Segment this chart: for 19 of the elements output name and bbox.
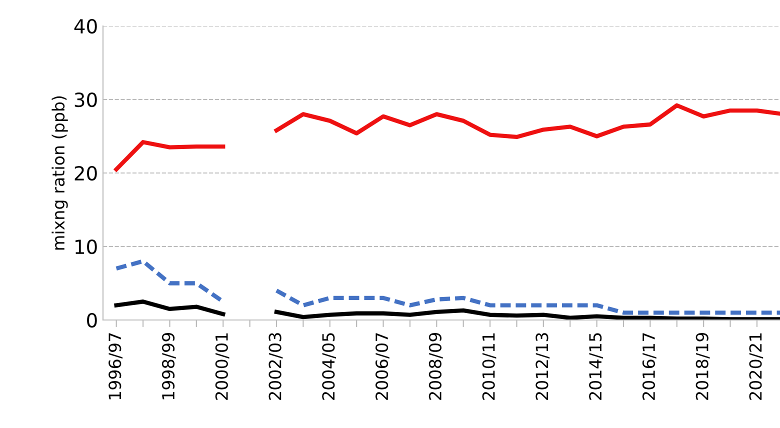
x-tick-label: 2012/13 [536,333,550,400]
x-tick-label: 2016/17 [642,333,656,400]
x-tick-label: 2002/03 [268,333,283,400]
y-tick-label: 10 [76,239,97,254]
x-tick-label: 2020/21 [749,333,764,400]
x-tick-label: 2010/11 [482,333,496,400]
x-tick-label: 1996/97 [108,333,122,400]
x-tick-label: 2018/19 [696,332,710,400]
y-tick-label: 0 [87,312,97,328]
y-tick-label: 40 [74,18,97,34]
x-tick-label: 2014/15 [589,333,603,400]
y-tick-label: 30 [74,92,97,108]
x-tick-label: 2000/01 [215,333,230,400]
x-tick-label: 2008/09 [428,332,443,400]
x-tick-label: 1998/99 [162,332,176,400]
x-tick-label: 2006/07 [376,333,390,400]
y-tick-label: 20 [74,166,97,181]
x-tick-label: 2004/05 [322,333,336,400]
y-axis-title: mixng ration (ppb) [52,96,68,250]
